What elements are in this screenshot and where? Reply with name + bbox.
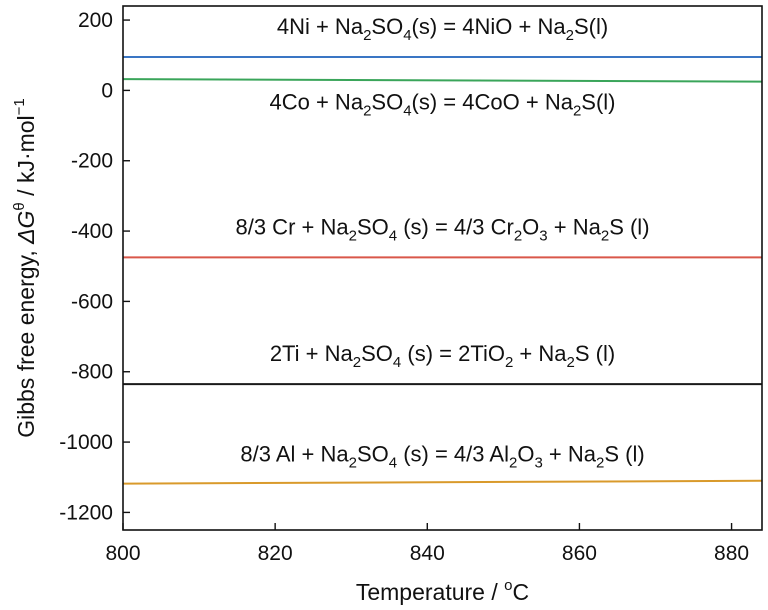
y-axis-label: Gibbs free energy, ΔGθ / kJ·mol−1 [11,98,39,438]
y-tick-label: 200 [78,9,113,32]
x-tick-label: 860 [562,542,597,565]
y-tick-label: -800 [71,361,113,384]
series-line-2 [122,78,763,83]
y-tick-label: -600 [71,290,113,313]
reaction-label-3: 8/3 Cr + Na2SO4 (s) = 4/3 Cr2O3 + Na2S (… [235,215,649,245]
y-tick-label: -1200 [59,501,113,524]
x-tick-label: 840 [410,542,445,565]
x-tick-label: 880 [714,542,749,565]
x-tick-label: 800 [105,542,140,565]
y-tick-label: 0 [101,79,113,102]
y-tick-label: -200 [71,150,113,173]
y-tick-label: -1000 [59,431,113,454]
reaction-label-4: 2Ti + Na2SO4 (s) = 2TiO2 + Na2S (l) [270,341,615,371]
plot-frame [122,5,763,531]
series-lines [122,56,763,485]
reaction-label-1: 4Ni + Na2SO4(s) = 4NiO + Na2S(l) [277,14,608,44]
x-tick-label: 820 [258,542,293,565]
reaction-annotations: 4Ni + Na2SO4(s) = 4NiO + Na2S(l) 4Co + Na… [235,14,649,471]
series-line-5 [122,479,763,485]
reaction-label-5: 8/3 Al + Na2SO4 (s) = 4/3 Al2O3 + Na2S (… [240,441,644,471]
x-axis-ticks: 800 820 840 860 880 [105,523,749,565]
y-axis-ticks: 200 0 -200 -400 -600 -800 -1000 -1200 [59,9,130,524]
x-axis-label: Temperature / oC [356,577,529,605]
y-tick-label: -400 [71,220,113,243]
reaction-label-2: 4Co + Na2SO4(s) = 4CoO + Na2S(l) [270,90,616,120]
